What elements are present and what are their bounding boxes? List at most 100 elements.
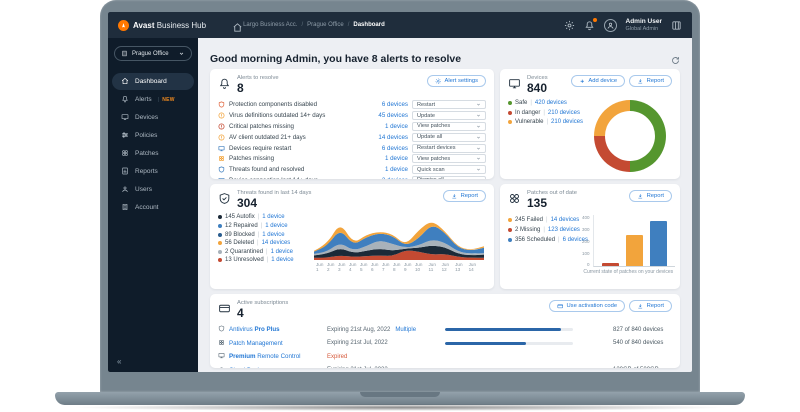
devices-report-button[interactable]: Report — [629, 75, 672, 87]
shield-icon — [218, 192, 231, 205]
legend-devices-link[interactable]: 210 devices — [547, 109, 580, 116]
alert-action-select[interactable]: Restart — [412, 100, 486, 110]
sidebar-item-dashboard[interactable]: Dashboard — [112, 73, 194, 90]
home-icon — [232, 22, 242, 32]
alert-devices-link[interactable]: 6 devices — [381, 101, 408, 109]
alert-action-select[interactable]: View patches — [412, 121, 486, 131]
legend-separator: | — [546, 217, 548, 224]
alert-action-label: Quick scan — [417, 166, 445, 173]
alert-action-select[interactable]: Update all — [412, 132, 486, 142]
card-icon — [218, 302, 231, 315]
alert-action-select[interactable]: Quick scan — [412, 165, 486, 175]
area-series-autofix — [314, 246, 484, 259]
site-selector[interactable]: Prague Office — [114, 46, 192, 61]
sidebar-item-alerts[interactable]: Alerts NEW — [112, 91, 194, 108]
patches-legend-item: 245 Failed | 14 devices — [508, 217, 582, 223]
sidebar: Prague Office Dashboard Alerts NEW Devices P… — [108, 38, 198, 372]
alert-devices-link[interactable]: 1 device — [384, 155, 408, 163]
sidebar-item-account[interactable]: Account — [112, 199, 194, 216]
building-icon — [121, 203, 129, 213]
usage-bar-fill — [445, 341, 526, 345]
legend-devices-link[interactable]: 123 devices — [547, 227, 580, 234]
refresh-icon[interactable] — [671, 56, 680, 65]
laptop-bezel: Avast Business Hub Largo Business Acc. /… — [100, 0, 700, 392]
x-tick-label: Jun 7 — [382, 262, 390, 273]
alert-text: Device connection lost 14+ days — [229, 177, 360, 179]
sidebar-collapse-button[interactable]: « — [117, 357, 122, 366]
topbar: Avast Business Hub Largo Business Acc. /… — [108, 12, 692, 38]
legend-devices-link[interactable]: 1 device — [270, 248, 293, 255]
monitor-icon — [218, 145, 225, 152]
alert-row: Patches missing 1 device View patches — [218, 153, 486, 164]
alert-devices-link[interactable]: 6 devices — [381, 144, 408, 152]
sidebar-nav-list: Dashboard Alerts NEW Devices Policies Patches… — [108, 73, 198, 216]
threats-report-button[interactable]: Report — [443, 190, 486, 202]
laptop-base-notch — [360, 392, 440, 397]
subscription-name-link[interactable]: Premium Remote Control — [218, 352, 321, 361]
patches-icon — [508, 192, 521, 205]
add-device-button[interactable]: Add device — [570, 75, 626, 87]
bar-chart-y-axis: 400 300 200 100 0 — [582, 215, 593, 267]
patches-report-button[interactable]: Report — [629, 190, 672, 202]
threats-area-chart: Jun 1 Jun 2 Jun 3 Jun 4 Jun 5 Jun 6 Jun 7 Jun 8… — [314, 214, 486, 272]
alert-action-select[interactable]: View patches — [412, 154, 486, 164]
chevron-down-icon — [476, 113, 481, 118]
multiple-link[interactable]: Multiple — [395, 326, 417, 333]
alert-devices-link[interactable]: 1 device — [384, 122, 408, 130]
alert-devices-link[interactable]: 3 devices — [364, 177, 408, 179]
use-activation-code-button[interactable]: Use activation code — [549, 300, 626, 312]
download-icon — [638, 303, 643, 309]
avatar[interactable] — [603, 18, 617, 32]
monitor-icon — [121, 113, 129, 123]
sidebar-item-patches[interactable]: Patches — [112, 145, 194, 162]
sidebar-item-reports[interactable]: Reports — [112, 163, 194, 180]
subscription-name-link[interactable]: Patch Management — [218, 339, 321, 348]
alert-action-select[interactable]: Dismiss all — [412, 175, 486, 179]
breadcrumb-account[interactable]: Largo Business Acc. — [243, 22, 298, 28]
user-block[interactable]: Admin User Global Admin — [626, 18, 662, 33]
x-tick-label: Jun 11 — [428, 262, 436, 273]
alert-action-select[interactable]: Restart devices — [412, 143, 486, 153]
subscriptions-report-button[interactable]: Report — [629, 300, 672, 312]
legend-devices-link[interactable]: 1 device — [262, 231, 285, 238]
alert-text: Patches missing — [229, 155, 275, 163]
alert-devices-link[interactable]: 14 devices — [378, 133, 408, 141]
legend-dot — [508, 218, 512, 223]
threats-legend-item: 12 Repaired | 1 device — [218, 223, 314, 229]
building-icon — [122, 50, 127, 57]
threats-legend: 145 Autofix | 1 device 12 Repaired | 1 device… — [218, 214, 314, 272]
alert-settings-button[interactable]: Alert settings — [426, 75, 486, 87]
alert-circle-icon — [218, 134, 225, 141]
legend-devices-link[interactable]: 1 device — [265, 223, 288, 230]
settings-gear-icon[interactable] — [564, 20, 575, 31]
legend-separator: | — [260, 223, 263, 230]
sidebar-item-users[interactable]: Users — [112, 181, 194, 198]
sidebar-item-policies[interactable]: Policies — [112, 127, 194, 144]
sidebar-item-devices[interactable]: Devices — [112, 109, 194, 126]
subscriptions-count: 4 — [237, 305, 244, 320]
legend-dot — [218, 232, 222, 237]
legend-devices-link[interactable]: 420 devices — [534, 100, 567, 107]
legend-devices-link[interactable]: 210 devices — [551, 119, 584, 126]
legend-devices-link[interactable]: 6 devices — [562, 237, 588, 244]
legend-devices-link[interactable]: 14 devices — [550, 217, 580, 224]
legend-devices-link[interactable]: 1 device — [262, 214, 285, 221]
subscription-name-link[interactable]: Antivirus Pro Plus — [218, 325, 321, 334]
alert-row: Protection components disabled 6 devices R… — [218, 99, 486, 110]
alert-action-select[interactable]: Update — [412, 111, 486, 121]
person-icon — [121, 185, 129, 195]
alert-text: Critical patches missing — [229, 122, 294, 130]
legend-devices-link[interactable]: 1 device — [271, 257, 294, 264]
notifications-bell-icon[interactable] — [584, 17, 597, 31]
subscription-name: Cloud Backup — [229, 367, 268, 368]
bell-icon — [218, 77, 231, 90]
legend-devices-link[interactable]: 14 devices — [261, 240, 291, 247]
alert-devices-link[interactable]: 45 devices — [378, 112, 408, 120]
threats-card: Threats found in last 14 days 304 Report — [210, 184, 494, 289]
y-tick-label: 400 — [582, 215, 590, 221]
subscription-name-link[interactable]: Cloud Backup — [218, 366, 321, 368]
console-switcher-icon[interactable] — [671, 20, 682, 31]
alert-devices-link[interactable]: 1 device — [384, 166, 408, 174]
brand[interactable]: Avast Business Hub — [118, 19, 206, 31]
breadcrumb-site[interactable]: Prague Office — [307, 22, 344, 28]
